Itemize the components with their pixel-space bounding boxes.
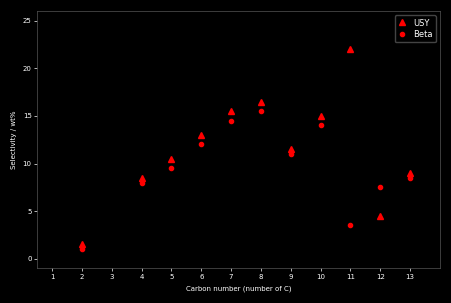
Beta (139, 181, 144, 184)
USY (169, 157, 174, 161)
USY (318, 114, 323, 118)
Line: Beta: Beta (80, 109, 412, 251)
Beta (377, 185, 383, 189)
X-axis label: Carbon number (number of C): Carbon number (number of C) (186, 285, 291, 292)
USY (407, 171, 413, 175)
USY (139, 176, 144, 180)
Beta (348, 224, 353, 227)
Line: USY: USY (79, 46, 413, 247)
Y-axis label: Selectivity / wt%: Selectivity / wt% (11, 111, 17, 169)
Beta (258, 109, 264, 113)
USY (348, 47, 353, 51)
USY (228, 109, 234, 113)
Beta (169, 166, 174, 170)
USY (377, 214, 383, 218)
Beta (198, 143, 204, 146)
USY (198, 133, 204, 137)
Legend: USY, Beta: USY, Beta (395, 15, 436, 42)
Beta (288, 152, 294, 156)
USY (288, 147, 294, 151)
Beta (228, 119, 234, 122)
Beta (407, 176, 413, 180)
USY (258, 100, 264, 103)
USY (79, 243, 85, 246)
Beta (79, 248, 85, 251)
Beta (318, 124, 323, 127)
